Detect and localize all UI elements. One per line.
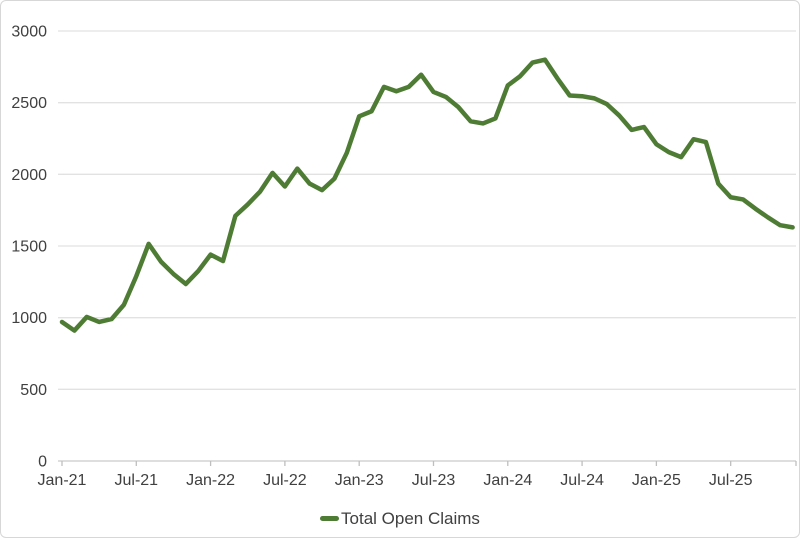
x-tick-label: Jul-24 — [560, 472, 604, 489]
y-tick-label: 1000 — [11, 310, 47, 327]
x-axis-labels: Jan-21 Jul-21 Jan-22 Jul-22 Jan-23 Jul-23 Jan-… — [38, 472, 753, 489]
y-tick-label: 0 — [38, 454, 47, 471]
x-axis — [58, 460, 797, 466]
y-tick-label: 2000 — [11, 167, 47, 184]
x-tick-label: Jan-22 — [186, 472, 235, 489]
y-tick-label: 1500 — [11, 239, 47, 256]
x-tick-label: Jan-24 — [483, 472, 532, 489]
x-tick-label: Jul-25 — [709, 472, 753, 489]
data-line — [59, 57, 795, 333]
y-tick-label: 2500 — [11, 95, 47, 112]
y-tick-label: 500 — [20, 382, 47, 399]
x-tick-label: Jul-23 — [412, 472, 456, 489]
y-tick-label: 3000 — [11, 24, 47, 41]
x-tick-label: Jan-25 — [632, 472, 681, 489]
x-tick-label: Jul-22 — [263, 472, 307, 489]
y-axis-labels: 0 500 1000 1500 2000 2500 3000 — [11, 24, 47, 471]
x-tick-label: Jan-23 — [335, 472, 384, 489]
x-tick-label: Jul-21 — [115, 472, 159, 489]
gridlines — [58, 30, 796, 390]
series-line-total-open-claims — [59, 57, 795, 333]
x-tick-label: Jan-21 — [38, 472, 87, 489]
